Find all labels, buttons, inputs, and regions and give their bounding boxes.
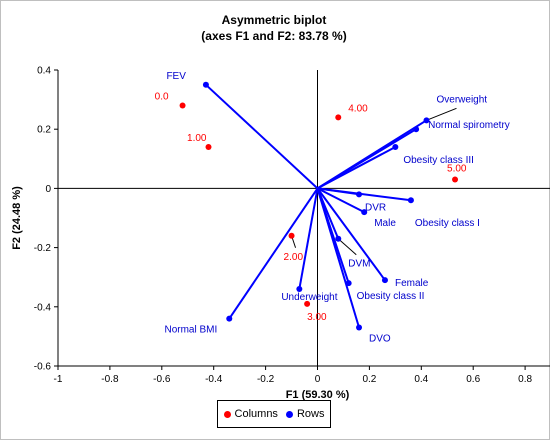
x-tick-label: -0.8 (101, 374, 119, 385)
row-point-label: Obesity class III (403, 155, 474, 166)
row-point-label: Overweight (436, 94, 487, 105)
row-vector (316, 187, 386, 281)
column-point (335, 114, 342, 121)
axes-group: -1-0.8-0.6-0.4-0.200.20.40.60.81-0.6-0.4… (34, 66, 550, 385)
row-point (226, 315, 233, 322)
y-tick-label: -0.2 (34, 243, 52, 254)
x-tick-label: 0.4 (414, 374, 428, 385)
column-point-label: 5.00 (447, 164, 467, 175)
column-point (288, 232, 295, 239)
points-group (179, 81, 459, 331)
y-axis-label: F2 (24.48 %) (11, 186, 23, 250)
row-vector (317, 187, 365, 213)
column-point (205, 143, 212, 150)
leader-line (337, 238, 357, 256)
y-tick-label: -0.4 (34, 302, 52, 313)
legend: Columns Rows (217, 400, 331, 428)
row-vector (205, 84, 319, 190)
row-point (296, 286, 303, 293)
chart-subtitle: (axes F1 and F2: 83.78 %) (201, 29, 347, 43)
x-tick-label: -0.2 (257, 374, 275, 385)
leader-line (426, 107, 457, 121)
row-point-label: Normal spirometry (428, 120, 510, 131)
row-point-label: DVR (365, 202, 386, 213)
x-tick-label: 0.2 (362, 374, 376, 385)
column-point-label: 0.0 (155, 92, 169, 103)
row-point (361, 209, 368, 216)
row-point-label: FEV (166, 71, 186, 82)
legend-item-columns: Columns (223, 408, 278, 420)
x-tick-label: 0.8 (518, 374, 532, 385)
legend-marker-columns (223, 410, 231, 418)
x-tick-label: -1 (54, 374, 63, 385)
row-point-label: DVM (348, 259, 370, 270)
y-tick-label: -0.6 (34, 362, 52, 373)
row-point (381, 277, 388, 284)
x-tick-label: -0.4 (205, 374, 223, 385)
row-point-label: Male (374, 218, 396, 229)
chart-title: Asymmetric biplot (221, 13, 327, 27)
row-point-label: Underweight (281, 292, 337, 303)
chart-title-block: Asymmetric biplot (axes F1 and F2: 83.78… (0, 12, 548, 44)
y-tick-label: 0.2 (37, 125, 51, 136)
row-point-label: Normal BMI (164, 325, 217, 336)
row-point (392, 143, 399, 150)
row-point (356, 324, 363, 331)
row-vector (316, 188, 360, 328)
column-point-label: 3.00 (307, 312, 327, 323)
column-point-label: 1.00 (187, 133, 207, 144)
column-point-label: 2.00 (284, 252, 304, 263)
legend-marker-rows (285, 410, 293, 418)
row-vector (228, 187, 319, 320)
row-point (335, 235, 342, 242)
row-point (202, 81, 209, 88)
legend-item-rows: Rows (285, 408, 325, 420)
row-point-label: Obesity class I (415, 218, 480, 229)
row-point-label: Obesity class II (357, 291, 425, 302)
row-vector (317, 146, 396, 190)
x-tick-label: -0.6 (153, 374, 171, 385)
row-point (356, 191, 363, 198)
legend-label-columns: Columns (234, 408, 278, 420)
column-point (304, 300, 311, 307)
legend-label-rows: Rows (296, 408, 325, 420)
row-vector (298, 188, 319, 290)
x-axis-label: F1 (59.30 %) (286, 389, 350, 401)
row-point (413, 126, 420, 133)
row-point (345, 280, 352, 287)
column-point (452, 176, 459, 183)
point-labels-group: 0.0 1.00 4.00 5.00 2.00 3.00 FEV Overweight Norm… (155, 71, 510, 345)
x-tick-label: 0 (315, 374, 321, 385)
row-point (423, 117, 430, 124)
column-point (179, 102, 186, 109)
row-point-label: DVO (369, 334, 391, 345)
row-point-label: Female (395, 278, 429, 289)
row-vectors-group (205, 84, 428, 328)
x-tick-label: 0.6 (466, 374, 480, 385)
y-tick-label: 0 (45, 184, 51, 195)
column-point-label: 4.00 (348, 103, 368, 114)
row-point (407, 197, 414, 204)
y-tick-label: 0.4 (37, 66, 51, 77)
row-vector (317, 187, 412, 202)
